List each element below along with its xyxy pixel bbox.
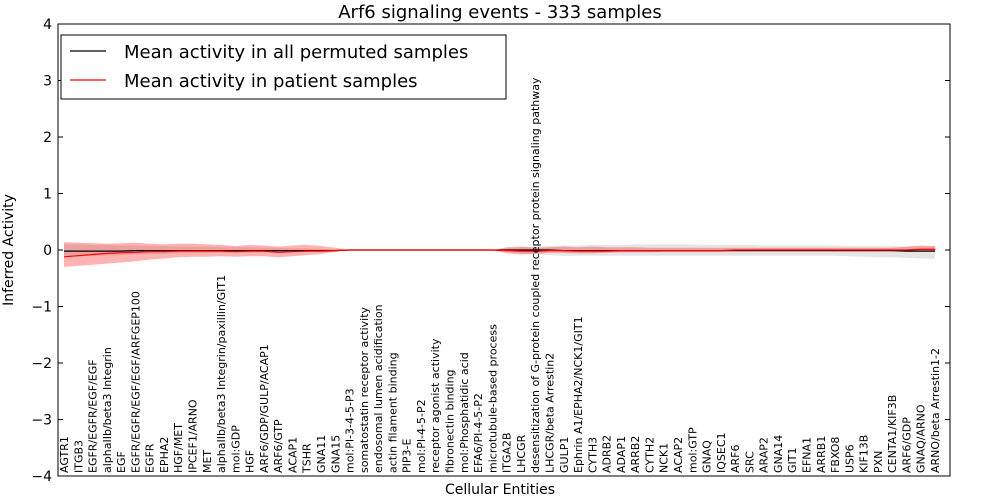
x-tick-label: EFNA1 xyxy=(800,437,813,473)
x-tick-label: ARAP2 xyxy=(758,437,771,473)
x-tick-label: ITGA2B xyxy=(501,432,514,473)
x-tick-label: mol:Phosphatidic acid xyxy=(458,352,471,473)
legend-label-patient: Mean activity in patient samples xyxy=(124,71,418,92)
x-tick-label: CENTA1/KIF3B xyxy=(886,395,899,473)
x-tick-label: fibronectin binding xyxy=(444,369,457,473)
y-tick-label: 1 xyxy=(43,187,52,203)
x-tick-label: GNA11 xyxy=(315,435,328,473)
legend-box xyxy=(60,34,507,100)
x-tick-label: FBXO8 xyxy=(829,437,842,473)
y-tick-label: −4 xyxy=(31,469,52,485)
y-tick-label: 0 xyxy=(43,243,52,259)
x-tick-label: EGF xyxy=(115,451,128,473)
x-tick-label: EFA6/PI-4-5-P2 xyxy=(472,393,485,473)
series-lines xyxy=(63,248,935,258)
x-tick-label: ARRB2 xyxy=(629,436,642,473)
band-patient xyxy=(64,242,935,267)
x-tick-label: mol:GTP xyxy=(686,427,699,473)
x-tick-label: IPCEF1/ARNO xyxy=(187,399,200,473)
x-tick-label: LHCGR xyxy=(515,434,528,473)
x-tick-label: KIF13B xyxy=(858,435,871,473)
x-tick-label: HGF xyxy=(244,450,257,473)
x-tick-label: receptor agonist activity xyxy=(429,338,442,473)
x-tick-label: actin filament binding xyxy=(386,352,399,473)
x-tick-label: PIP3-E xyxy=(401,439,414,473)
x-tick-label: AGTR1 xyxy=(58,436,71,473)
x-tick-label: SRC xyxy=(743,451,756,473)
x-tick-label: GNA14 xyxy=(772,435,785,473)
x-tick-label: GIT1 xyxy=(786,448,799,474)
x-tick-label: EGFR/EGFR/EGF/EGF xyxy=(87,359,100,473)
x-tick-label: desensitization of G-protein coupled rec… xyxy=(529,77,542,473)
x-tick-label: CYTH3 xyxy=(586,437,599,473)
x-tick-label: ARF6/GTP xyxy=(272,419,285,473)
x-tick-label: alphaIIb/beta3 Integrin xyxy=(101,347,114,473)
x-tick-label: GNAQ/ARNO xyxy=(915,404,928,473)
chart-title: Arf6 signaling events - 333 samples xyxy=(338,2,662,23)
y-tick-label: 4 xyxy=(43,17,52,33)
legend-label-permuted: Mean activity in all permuted samples xyxy=(124,42,468,63)
legend: Mean activity in all permuted samples Me… xyxy=(60,34,507,100)
x-tick-label: ITGB3 xyxy=(72,440,85,473)
x-tick-label: ADRB2 xyxy=(601,435,614,473)
x-tick-label: Ephrin A1/EPHA2/NCK1/GIT1 xyxy=(572,316,585,473)
x-tick-label: ARF6/GDP/GULP/ACAP1 xyxy=(258,344,271,473)
x-tick-label: microtubule-based process xyxy=(486,324,499,473)
band-permuted xyxy=(64,244,935,259)
x-tick-label: mol:PI-4-5-P2 xyxy=(415,399,428,473)
x-tick-label: ACAP2 xyxy=(672,437,685,473)
x-tick-label: ARF6/GDP xyxy=(900,417,913,473)
y-tick-label: 3 xyxy=(43,74,52,90)
x-axis-labels: AGTR1 ITGB3 EGFR/EGFR/EGF/EGF alphaIIb/beta… xyxy=(58,77,942,474)
x-tick-label: EPHA2 xyxy=(158,437,171,473)
x-tick-label: ARF6 xyxy=(729,445,742,474)
x-tick-label: TSHR xyxy=(301,443,314,474)
x-tick-label: alphaIIb/beta3 Integrin/paxillin/GIT1 xyxy=(215,275,228,473)
x-axis-label: Cellular Entities xyxy=(445,482,555,498)
y-tick-label: −3 xyxy=(31,413,52,429)
x-tick-label: ADAP1 xyxy=(615,436,628,473)
x-tick-label: HGF/MET xyxy=(172,423,185,473)
y-tick-label: 2 xyxy=(43,130,52,146)
x-tick-label: ARNO/beta Arrestin1-2 xyxy=(929,348,942,473)
confidence-bands xyxy=(64,242,935,267)
y-tick-label: −2 xyxy=(31,356,52,372)
x-tick-label: NCK1 xyxy=(658,443,671,473)
x-tick-label: ACAP1 xyxy=(286,437,299,473)
x-tick-label: PXN xyxy=(872,451,885,473)
x-tick-label: GNA15 xyxy=(329,435,342,473)
x-tick-label: MET xyxy=(201,450,214,473)
x-tick-label: mol:PI-3-4-5-P3 xyxy=(344,388,357,473)
x-tick-label: LHCGR/beta Arrestin2 xyxy=(543,353,556,473)
series-line-patient xyxy=(63,248,935,258)
x-tick-label: endosomal lumen acidification xyxy=(372,304,385,473)
x-tick-label: IQSEC1 xyxy=(715,432,728,473)
x-tick-label: EGFR/EGFR/EGF/EGF/ARFGEP100 xyxy=(129,291,142,473)
x-tick-label: GNAQ xyxy=(701,440,714,473)
x-tick-label: GULP1 xyxy=(558,437,571,473)
x-tick-label: somatostatin receptor activity xyxy=(358,306,371,473)
y-axis-label: Inferred Activity xyxy=(1,194,17,306)
y-axis: −4 −3 −2 −1 0 1 2 3 4 xyxy=(31,17,950,485)
x-tick-label: ARRB1 xyxy=(815,436,828,473)
x-tick-label: CYTH2 xyxy=(643,437,656,473)
x-tick-label: mol:GDP xyxy=(229,425,242,473)
x-tick-label: EGFR xyxy=(144,443,157,473)
y-tick-label: −1 xyxy=(31,300,52,316)
x-tick-label: USP6 xyxy=(843,444,856,473)
